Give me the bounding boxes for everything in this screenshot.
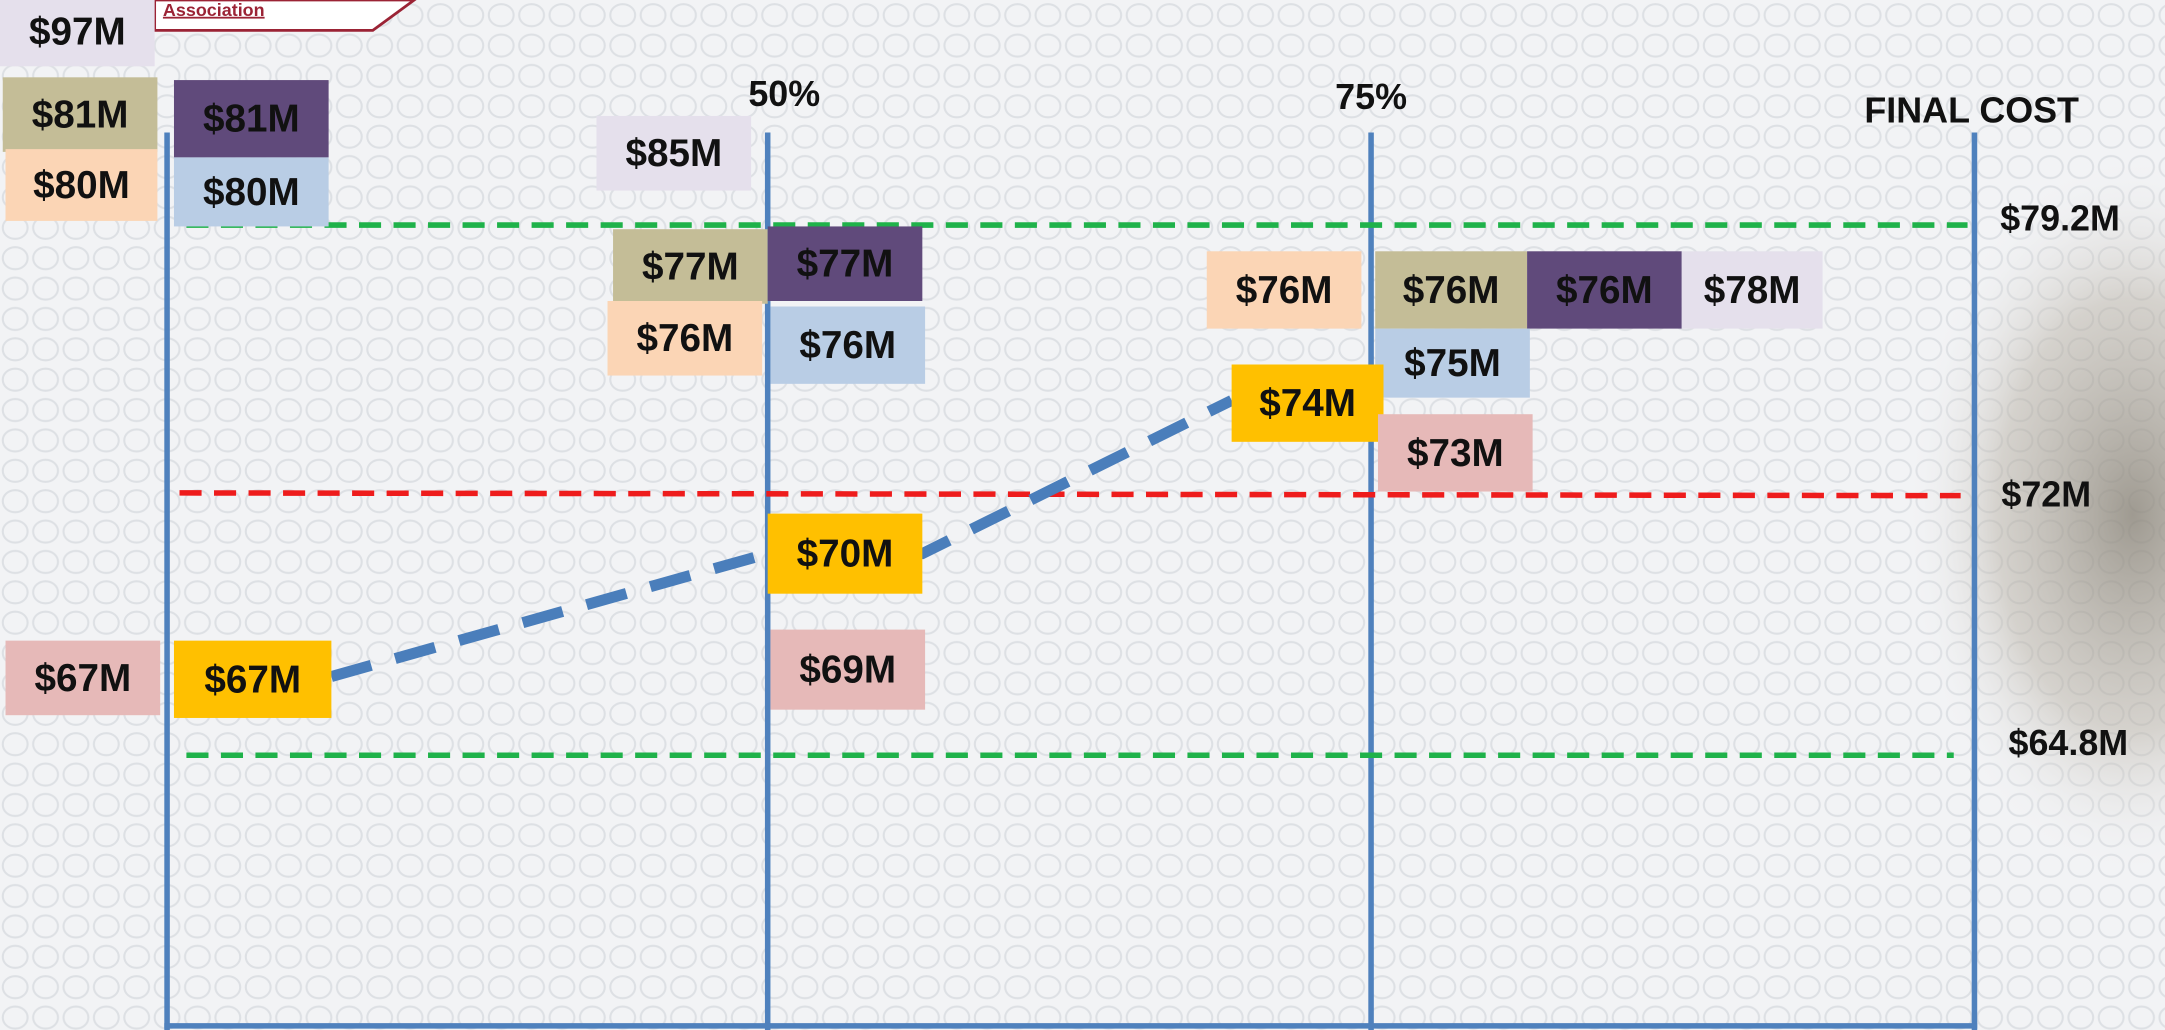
estimate-box [1527, 251, 1682, 329]
estimate-label: $67M [204, 658, 301, 701]
estimate-label: $76M [799, 324, 896, 367]
estimate-label: $74M [1259, 382, 1356, 425]
estimate-label: $77M [642, 245, 739, 288]
estimate-box [596, 115, 752, 191]
estimate-label: $76M [1236, 269, 1333, 312]
estimate-label: $76M [1556, 269, 1653, 312]
estimate-label: $77M [797, 243, 894, 286]
estimate-label: $69M [799, 649, 896, 692]
estimate-label: $80M [203, 171, 300, 214]
reference-label: $79.2M [2000, 198, 2120, 238]
column-label: 50% [748, 74, 820, 114]
estimate-boxes: $97M $81M $80M $81M $80M $85M $77M $77M $76M $76M… [0, 0, 1823, 718]
logo-text: Association [163, 0, 265, 20]
estimate-box [767, 513, 923, 594]
estimate-box [1231, 364, 1384, 442]
column-label: FINAL COST [1864, 91, 2079, 131]
reference-label: $72M [2001, 475, 2091, 515]
estimate-label: $70M [797, 533, 894, 576]
estimate-box [1377, 414, 1533, 492]
background-photo [1518, 0, 2165, 1030]
reference-label: $64.8M [2009, 723, 2129, 763]
estimate-label: $75M [1404, 342, 1501, 385]
estimate-box [767, 226, 923, 301]
estimate-label: $73M [1407, 432, 1504, 475]
estimate-label: $67M [34, 657, 131, 700]
estimate-label: $80M [33, 164, 130, 207]
estimate-box [5, 149, 158, 221]
estimate-box [607, 300, 763, 376]
estimate-label: $76M [636, 317, 733, 360]
estimate-box [770, 629, 926, 710]
estimate-box [1375, 328, 1530, 398]
estimate-label: $81M [203, 98, 300, 141]
estimate-box [2, 77, 158, 152]
estimate-box [1375, 251, 1528, 329]
column-label: 75% [1335, 77, 1407, 117]
estimate-label: $97M [29, 11, 126, 54]
estimate-box [770, 306, 926, 384]
estimate-box [173, 157, 329, 227]
estimate-label: $85M [625, 132, 722, 175]
estimate-box [173, 640, 332, 718]
estimate-box [5, 640, 161, 716]
estimate-label: $78M [1704, 269, 1801, 312]
estimate-box [1206, 251, 1362, 329]
estimate-box [0, 0, 155, 67]
estimate-label: $81M [32, 94, 129, 137]
estimate-box [613, 229, 768, 304]
estimate-label: $76M [1403, 269, 1500, 312]
estimate-box [1681, 251, 1823, 329]
estimate-box [173, 80, 329, 158]
budget-line [179, 490, 1961, 499]
